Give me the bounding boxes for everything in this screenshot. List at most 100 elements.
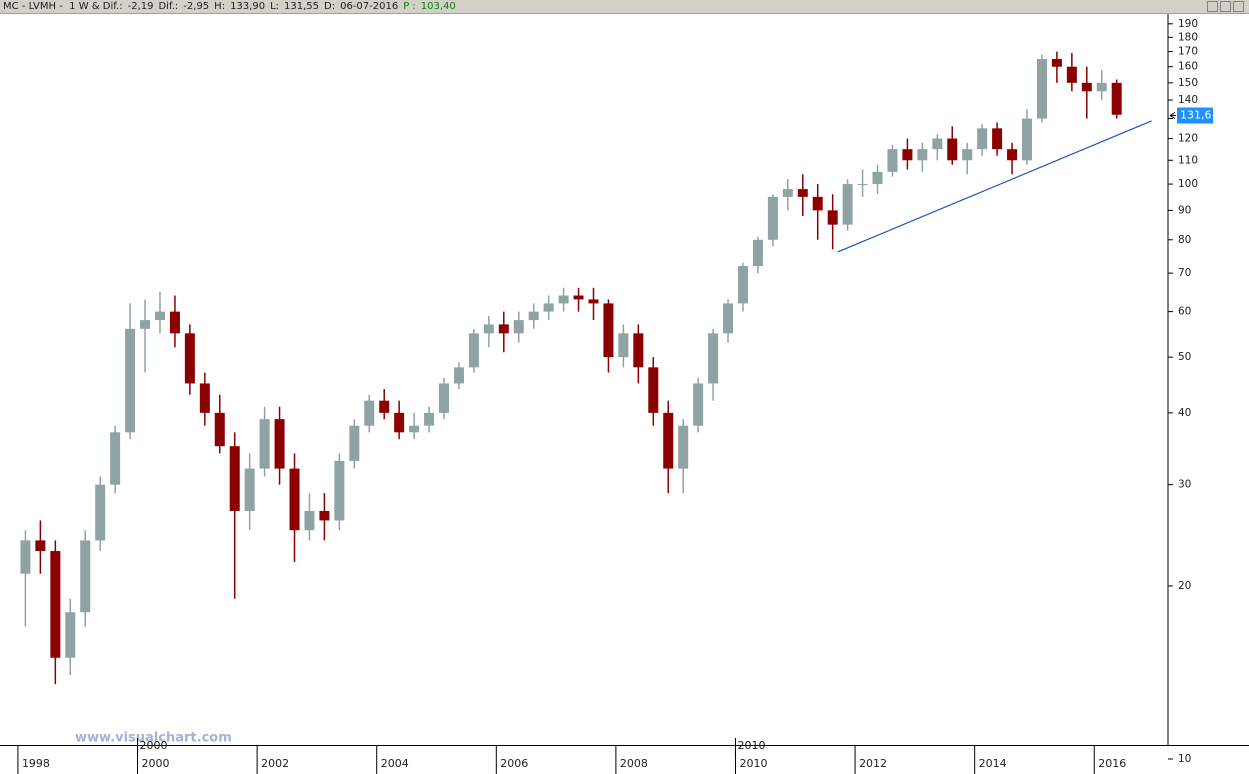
y-tick-label: 150: [1178, 77, 1198, 89]
candle-body: [513, 320, 524, 334]
y-tick-label: 180: [1178, 31, 1198, 43]
candle-body: [468, 333, 479, 368]
candle-body: [259, 419, 270, 469]
price-tag-label: 131,6: [1180, 109, 1212, 122]
candle-body: [169, 311, 180, 334]
plot: [20, 51, 1152, 685]
candle-body: [125, 328, 136, 433]
header: MC - LVMH - 1 W & Dif.: -2,19 Dif.: -2,95 H:…: [3, 0, 461, 14]
trendline: [837, 120, 1152, 253]
candle-body: [289, 468, 300, 531]
x-tick-label: 2006: [500, 757, 528, 770]
candle-body: [588, 299, 599, 304]
candle-body: [678, 425, 689, 469]
y-tick-label: 50: [1178, 351, 1191, 363]
candle-body: [1036, 59, 1047, 119]
candle-body: [229, 446, 240, 511]
header-text: H:: [214, 1, 226, 12]
candle-body: [558, 295, 569, 304]
x-tick-label: 1998: [22, 757, 50, 770]
y-tick-label: 160: [1178, 61, 1198, 73]
candle-body: [140, 320, 151, 329]
candle-body: [154, 311, 165, 321]
candle-body: [648, 367, 659, 413]
price-tag: [1177, 107, 1213, 124]
candle-body: [797, 189, 808, 197]
y-tick-label: 80: [1178, 234, 1191, 246]
maximize-button[interactable]: [1220, 1, 1231, 12]
close-button[interactable]: [1233, 1, 1244, 12]
candle-body: [498, 324, 509, 334]
y-tick-label: 60: [1178, 306, 1191, 318]
x-tick-label: 2000: [142, 757, 170, 770]
candle-body: [214, 412, 225, 447]
candle-body: [453, 367, 464, 384]
y-tick-label: 170: [1178, 46, 1198, 58]
candle-body: [872, 171, 883, 185]
candle-body: [603, 303, 614, 358]
candle-body: [50, 551, 61, 658]
candle-body: [737, 266, 748, 304]
candle-body: [379, 400, 390, 413]
y-tick-label: 40: [1178, 407, 1191, 419]
x-tick-label: 2010: [739, 757, 767, 770]
candle-body: [1111, 82, 1122, 115]
candle-body: [917, 149, 928, 161]
candle-body: [110, 432, 121, 485]
candle-body: [752, 239, 763, 267]
y-tick-label: 190: [1178, 18, 1198, 30]
plot-area: [0, 14, 1168, 745]
candle-body: [319, 510, 330, 521]
y-tick-label: 10: [1178, 753, 1191, 765]
x-tick-label: 2012: [859, 757, 887, 770]
header-text: MC - LVMH - 1 W & Dif.:: [3, 1, 123, 12]
header-text: P :: [403, 1, 416, 12]
candle-body: [439, 383, 450, 413]
x-tick-label: 2008: [620, 757, 648, 770]
y-tick-label: 100: [1178, 178, 1198, 190]
header-text: -2,95: [183, 1, 210, 12]
header-text: -2,19: [127, 1, 154, 12]
candle-body: [304, 510, 315, 531]
candle-body: [543, 303, 554, 312]
header-text: Dif.:: [158, 1, 179, 12]
y-tick-label: 140: [1178, 94, 1198, 106]
candle-body: [20, 540, 31, 574]
price-arrow: [1169, 112, 1176, 119]
candle-body: [992, 128, 1003, 150]
candle-body: [723, 303, 734, 334]
candle-body: [663, 412, 674, 469]
toolbar: MC - LVMH - 1 W & Dif.: -2,19 Dif.: -2,95 H:…: [0, 0, 1249, 14]
watermark: www.visualchart.com: [75, 731, 232, 746]
candle-body: [962, 149, 973, 161]
minimize-button[interactable]: [1207, 1, 1218, 12]
header-text: 103,40: [420, 1, 456, 12]
candle-body: [1022, 118, 1033, 161]
y-tick-label: 90: [1178, 204, 1191, 216]
candle-body: [1007, 149, 1018, 161]
candle-body: [334, 460, 345, 521]
candle-body: [812, 196, 823, 211]
candle-body: [1081, 82, 1092, 92]
candle-body: [80, 540, 91, 613]
candle-body: [349, 425, 360, 461]
candle-body: [902, 149, 913, 161]
decade-label: 2010: [737, 739, 765, 752]
candle-body: [1066, 66, 1077, 83]
header-text: 06-07-2016: [340, 1, 399, 12]
candle-body: [199, 383, 210, 413]
y-tick-label: 70: [1178, 267, 1191, 279]
candle-body: [483, 324, 494, 334]
candle-body: [887, 149, 898, 172]
candle-body: [274, 419, 285, 469]
decade-label: 2000: [140, 739, 168, 752]
candle-body: [394, 412, 405, 433]
candle-body: [842, 184, 853, 225]
candle-body: [1051, 59, 1062, 67]
candle-body: [184, 333, 195, 384]
candle-body: [633, 333, 644, 368]
candle-body: [857, 184, 868, 186]
candle-body: [244, 468, 255, 511]
